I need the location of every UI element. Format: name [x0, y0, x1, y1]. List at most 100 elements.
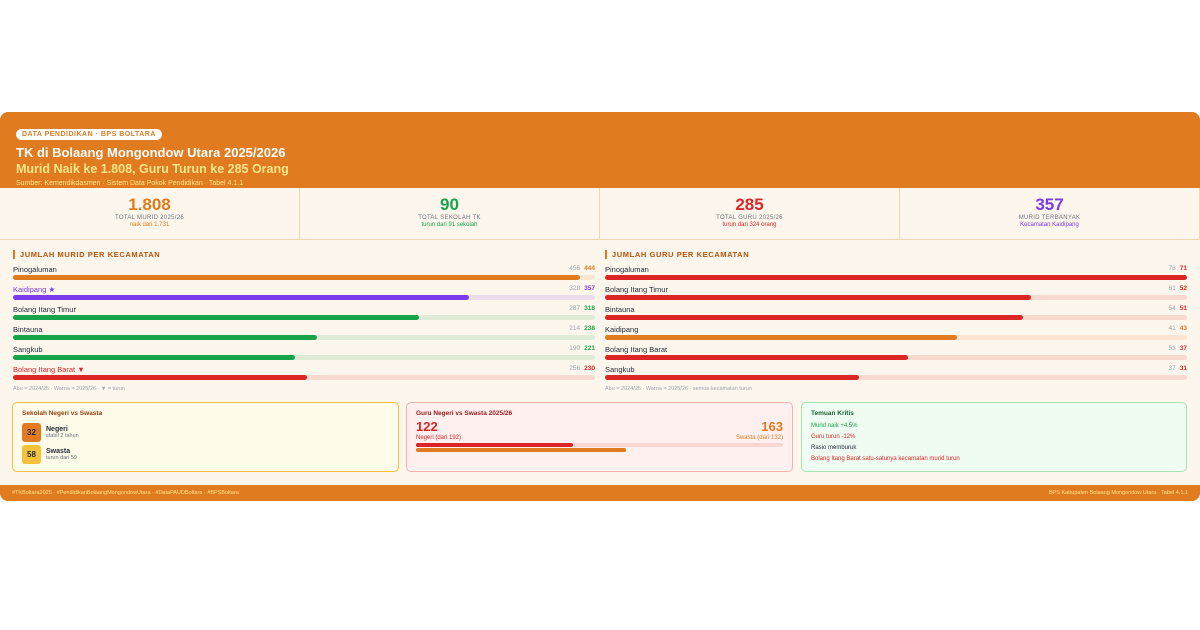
bar: [13, 275, 580, 280]
card-title: Temuan Kritis: [811, 410, 854, 417]
school-name: Negeri: [46, 426, 68, 433]
chart-title: JUMLAH MURID PER KECAMATAN: [13, 250, 595, 259]
value-labels: 287 318: [569, 305, 595, 312]
bar-row: Pinogaluman 456 444: [13, 265, 595, 285]
bar-row: Sangkub 37 31: [605, 365, 1187, 385]
school-note: stabil 2 tahun: [46, 433, 79, 439]
prev-value: 190: [569, 345, 581, 352]
finding: Bolang Itang Barat satu-satunya kecamata…: [811, 456, 960, 462]
category-label: Kaidipang: [605, 325, 639, 334]
bar: [605, 355, 909, 360]
track: [416, 443, 783, 447]
category-label: Sangkub: [13, 345, 43, 354]
kpi-note: turun dari 324 orang: [722, 222, 777, 228]
bar: [605, 315, 1024, 320]
value: 31: [1179, 365, 1187, 372]
value-labels: 456 444: [569, 265, 595, 272]
category-label: Bolang Itang Timur: [605, 285, 668, 294]
bar-row: Bolang Itang Barat ▼ 256 230: [13, 365, 595, 385]
finding-list: Murid naik +4,5% Guru turun -12% Rasio mem…: [811, 423, 1177, 462]
bar: [605, 375, 860, 380]
school-text: Swasta turun dari 59: [46, 448, 77, 461]
swasta-note: Swasta (dari 132): [735, 435, 783, 441]
swasta-value: 163: [761, 419, 783, 434]
value-labels: 214 238: [569, 325, 595, 332]
kpi-note: turun dari 91 sekolah: [421, 222, 478, 228]
school-item: 32 Negeri stabil 2 tahun: [22, 423, 389, 442]
kpi-label: TOTAL SEKOLAH TK: [418, 215, 481, 221]
kpi: 1.808 TOTAL MURID 2025/26 naik dari 1.731: [0, 188, 300, 239]
bar-row: Bintauna 54 51: [605, 305, 1187, 325]
school-name: Swasta: [46, 448, 71, 455]
footer: #TKBoltara2025 · #PendidikanBolaangMongo…: [0, 485, 1200, 501]
prev-value: 328: [569, 285, 581, 292]
value: 238: [584, 325, 595, 332]
value-labels: 53 37: [1169, 345, 1187, 352]
bar-row: Bolang Itang Barat 53 37: [605, 345, 1187, 365]
value: 318: [584, 305, 595, 312]
value: 230: [584, 365, 595, 372]
value-labels: 190 221: [569, 345, 595, 352]
card-title: Sekolah Negeri vs Swasta: [22, 410, 103, 417]
finding: Guru turun -12%: [811, 434, 856, 440]
value-labels: 41 43: [1169, 325, 1187, 332]
bar-row: Kaidipang ★ 328 357: [13, 285, 595, 305]
subtitle: Murid Naik ke 1.808, Guru Turun ke 285 O…: [16, 162, 289, 176]
value-labels: 61 52: [1169, 285, 1187, 292]
source: Sumber: Kemendikdasmen · Sistem Data Pok…: [16, 180, 244, 187]
kpi-note: naik dari 1.731: [129, 222, 170, 228]
value: 444: [584, 265, 595, 272]
prev-value: 456: [569, 265, 581, 272]
findings-card: Temuan Kritis Murid naik +4,5% Guru turun…: [801, 402, 1187, 472]
tag: DATA PENDIDIKAN · BPS BOLTARA: [16, 129, 162, 140]
card-title: Guru Negeri vs Swasta 2025/26: [416, 410, 513, 417]
track: [13, 355, 595, 360]
finding: Rasio memburuk: [811, 445, 857, 451]
kpi: 285 TOTAL GURU 2025/26 turun dari 324 oran…: [600, 188, 900, 239]
kpi-value: 90: [440, 195, 459, 214]
kpi-value: 357: [1035, 195, 1064, 214]
value: 357: [584, 285, 595, 292]
title: TK di Bolaang Mongondow Utara 2025/2026: [16, 145, 286, 160]
prev-value: 78: [1168, 265, 1176, 272]
prev-value: 41: [1168, 325, 1176, 332]
value-labels: 54 51: [1169, 305, 1187, 312]
value: 37: [1179, 345, 1187, 352]
bar-row: Bintauna 214 238: [13, 325, 595, 345]
bar: [605, 275, 1187, 280]
prev-value: 53: [1168, 345, 1176, 352]
value-labels: 78 71: [1169, 265, 1187, 272]
bar: [13, 335, 317, 340]
category-label: Bintauna: [13, 325, 43, 334]
school-note: turun dari 59: [46, 455, 77, 461]
negeri-note: Negeri (dari 192): [416, 435, 462, 441]
kpi-label: MURID TERBANYAK: [1018, 215, 1081, 221]
kpi-value: 1.808: [128, 195, 171, 214]
bar-row: Bolang Itang Timur 61 52: [605, 285, 1187, 305]
bar-row: Pinogaluman 78 71: [605, 265, 1187, 285]
bar: [605, 295, 1032, 300]
hashtags: #TKBoltara2025 · #PendidikanBolaangMongo…: [12, 490, 239, 496]
kpi-note: Kecamatan Kaidipang: [1020, 222, 1079, 228]
dashboard: DATA PENDIDIKAN · BPS BOLTARA TK di Bola…: [0, 112, 1200, 501]
credit: BPS Kabupaten Bolaang Mongondow Utara · …: [1048, 490, 1188, 496]
bar-row: Sangkub 190 221: [13, 345, 595, 365]
category-label: Bolang Itang Barat ▼: [13, 365, 85, 374]
prev-value: 287: [569, 305, 581, 312]
negeri-value: 122: [416, 419, 438, 434]
value: 52: [1179, 285, 1187, 292]
chart: JUMLAH GURU PER KECAMATAN Pinogaluman 78 71…: [605, 250, 1187, 392]
school-text: Negeri stabil 2 tahun: [46, 426, 79, 439]
bar: [605, 335, 958, 340]
schools-card: Sekolah Negeri vs Swasta 32 Negeri stabil …: [12, 402, 399, 472]
category-label: Bolang Itang Timur: [13, 305, 76, 314]
value-labels: 328 357: [569, 285, 595, 292]
bar-row: Bolang Itang Timur 287 318: [13, 305, 595, 325]
bar-row: Kaidipang 41 43: [605, 325, 1187, 345]
chart: JUMLAH MURID PER KECAMATAN Pinogaluman 456…: [13, 250, 595, 392]
value-labels: 37 31: [1169, 365, 1187, 372]
value: 51: [1179, 305, 1187, 312]
category-label: Pinogaluman: [605, 265, 649, 274]
value: 43: [1179, 325, 1187, 332]
